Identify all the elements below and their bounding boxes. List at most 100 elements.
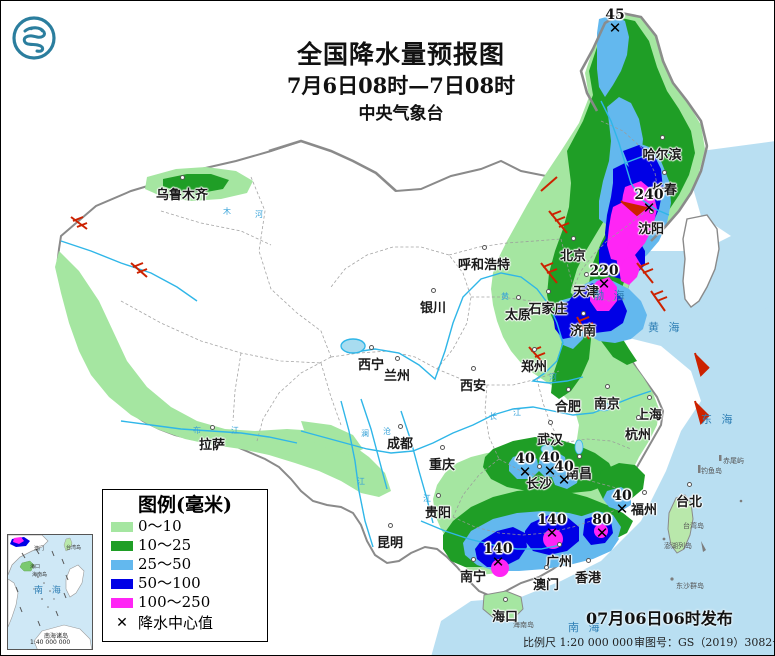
forecast-period: 7月6日08时—7日08时 (286, 73, 516, 98)
city-marker-dot (431, 288, 436, 293)
city-marker-dot (544, 565, 549, 570)
geo-label: 澎湖列岛 (664, 542, 692, 550)
inset-scs-islands (33, 576, 55, 608)
south-china-sea-inset: 南 海 南海诸岛 1:40 000 000 海口 澳门 台湾岛 海南岛 (7, 534, 93, 650)
legend-row: 10～25 (103, 536, 267, 555)
legend-swatch (111, 597, 133, 608)
issue-time: 07月06日06时发布 (586, 609, 733, 628)
precip-center-value: 40 ✕ (530, 450, 570, 479)
korean-peninsula (682, 214, 720, 308)
city-marker-dot (584, 272, 589, 277)
city-label: 济南 (570, 324, 597, 339)
center-value-marker-icon: ✕ (116, 614, 128, 631)
sea-label: 东 海 (701, 413, 736, 426)
city-label: 天津 (573, 285, 600, 300)
precip-center-number: 80 (592, 512, 612, 528)
precip-center-x-icon: ✕ (642, 199, 656, 217)
legend-label: 10～25 (138, 536, 192, 554)
city-marker-dot (471, 557, 476, 562)
national-boundary (268, 11, 709, 242)
city-label: 沈阳 (638, 222, 665, 237)
city-marker-dot (649, 209, 654, 214)
precip-center-number: 45 (605, 7, 625, 23)
inset-place-label: 澳门 (34, 546, 45, 552)
city-marker-dot (395, 356, 400, 361)
city-marker-dot (440, 445, 445, 450)
inset-hainan-island (19, 560, 35, 572)
city-marker-dot (548, 420, 553, 425)
river-label: 江 (231, 426, 239, 435)
city-marker-dot (503, 597, 508, 602)
precip-center-x-icon: ✕ (545, 524, 559, 542)
inset-map-canvas (8, 535, 92, 649)
city-marker-dot (586, 558, 591, 563)
sea-label: 渤 海 (593, 289, 628, 302)
city-marker-dot (605, 384, 610, 389)
city-marker-dot (662, 170, 667, 175)
city-label: 长沙 (526, 477, 553, 492)
city-label: 杭州 (625, 428, 652, 443)
small-islands (662, 455, 743, 581)
city-marker-dot (581, 311, 586, 316)
precip-center-number: 40 (612, 488, 632, 504)
inset-nine-dash-line (15, 548, 69, 627)
legend-row: 50～100 (103, 574, 267, 593)
precip-center-value: 240 ✕ (629, 188, 669, 217)
precip-center-value: 140 ✕ (532, 513, 572, 542)
precip-center-x-icon: ✕ (597, 275, 611, 293)
river-label: 沧 (383, 427, 391, 436)
city-marker-dot (577, 454, 582, 459)
lake-dongting (540, 444, 554, 454)
inset-taiwan (63, 537, 73, 552)
precip-center-number: 220 (589, 263, 619, 279)
province-boundaries (120, 120, 660, 536)
city-label: 广州 (546, 555, 573, 570)
legend-swatch (111, 521, 133, 532)
precip-center-value: 40 ✕ (602, 488, 642, 517)
page-title: 全国降水量预报图 (296, 40, 505, 69)
city-marker-dot (482, 245, 487, 250)
city-marker-dot (687, 482, 692, 487)
inset-place-label: 海南岛 (32, 572, 48, 578)
city-label: 重庆 (429, 458, 456, 473)
taiwan-island (667, 494, 694, 554)
inset-scale-label: 1:40 000 000 (30, 639, 71, 646)
precip-center-number: 140 (483, 541, 513, 557)
scale-text: 比例尺 1:20 000 000 (523, 636, 634, 649)
inset-islands-label: 南海诸岛 (44, 633, 69, 640)
river-label: 江 (423, 494, 431, 503)
river-label: 江 (357, 477, 365, 486)
river-label: 木 (223, 207, 231, 216)
legend-row: 25～50 (103, 555, 267, 574)
precip-center-number: 40 (540, 450, 560, 466)
city-marker-dot (436, 493, 441, 498)
city-label: 太原 (505, 308, 532, 323)
precip-center-value: 220 ✕ (584, 263, 624, 293)
inset-vietnam-coast (8, 578, 19, 628)
inset-borneo (33, 624, 92, 649)
lake-poyang (574, 439, 584, 455)
map-approval-number: 审图号：GS（2019）3082号 (634, 636, 775, 649)
legend-title: 图例(毫米) (138, 494, 232, 516)
inset-sea-label: 南 海 (34, 586, 64, 596)
legend-swatch (111, 578, 133, 589)
city-label: 合肥 (555, 400, 582, 415)
precip-center-value: 40 ✕ (544, 460, 584, 488)
city-label: 拉萨 (199, 438, 226, 453)
rivers (60, 100, 673, 550)
legend-label: 100～250 (138, 593, 211, 611)
city-label: 福州 (631, 503, 658, 518)
legend-label: 25～50 (138, 555, 192, 573)
city-marker-dot (180, 175, 185, 180)
city-label: 南京 (594, 397, 621, 412)
city-label: 台北 (676, 495, 703, 510)
city-label: 西宁 (358, 358, 385, 373)
issuing-agency: 中央气象台 (358, 104, 444, 124)
city-label: 兰州 (384, 369, 411, 384)
sea-label: 黄 海 (648, 321, 683, 334)
geo-label: 东沙群岛 (676, 582, 704, 590)
legend-row: 100～250 (103, 593, 267, 612)
precip-center-value: 80 ✕ (582, 512, 622, 541)
precip-center-x-icon: ✕ (608, 19, 622, 37)
city-marker-dot (398, 424, 403, 429)
